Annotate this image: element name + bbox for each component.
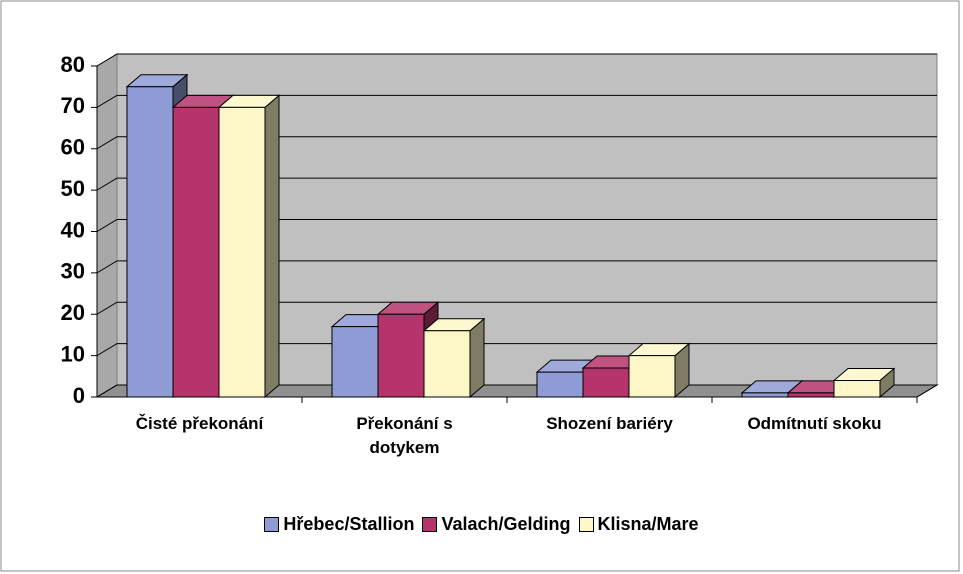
grid-line [96,94,937,108]
y-tick-label: 80 [61,52,85,77]
bar-front [833,379,881,398]
y-tick-label: 20 [61,300,85,325]
bar-front [787,392,835,398]
legend-item: Valach/Gelding [422,514,571,535]
x-tick-label: Překonání s dotykem [356,414,453,457]
bar [422,317,486,399]
floor-edge [916,384,938,398]
grid-line [96,177,937,191]
legend-swatch [578,517,594,532]
grid-line [96,53,937,67]
bar-front [582,367,630,398]
legend-item: Klisna/Mare [578,514,699,535]
x-tick-label: Shození bariéry [546,414,673,433]
legend-swatch [422,517,438,532]
y-tick-label: 0 [73,383,85,408]
bar-front [628,355,676,398]
x-tick-label: Čisté překonání [135,414,264,433]
legend: Hřebec/Stallion Valach/Gelding Klisna/Mare [0,514,963,535]
bar [217,94,281,399]
legend-label: Valach/Gelding [441,514,571,534]
grid-line [96,260,937,274]
bar-front [331,326,379,398]
bar-front [741,392,789,398]
bar-side [469,317,485,399]
bar-front [536,371,584,398]
x-tick-label: Odmítnutí skoku [747,414,882,433]
legend-item: Hřebec/Stallion [264,514,414,535]
grid-line [96,219,937,232]
bar-front [126,86,174,398]
bar [832,367,896,399]
y-tick-label: 50 [61,176,85,201]
y-tick-label: 30 [61,259,85,284]
bar-front [377,313,425,398]
y-tick-label: 60 [61,135,85,160]
grid-line [96,136,937,150]
legend-swatch [264,517,280,532]
grid-line [96,301,937,315]
bar [581,354,645,399]
bar-front [423,330,471,398]
y-tick-label: 10 [61,341,85,366]
legend-label: Hřebec/Stallion [283,514,415,534]
bar [627,342,691,399]
y-tick-label: 40 [61,217,85,242]
bar-front [218,106,266,398]
legend-label: Klisna/Mare [597,514,699,534]
bar-front [172,106,220,398]
bar-side [264,94,280,399]
y-tick-label: 70 [61,93,85,118]
